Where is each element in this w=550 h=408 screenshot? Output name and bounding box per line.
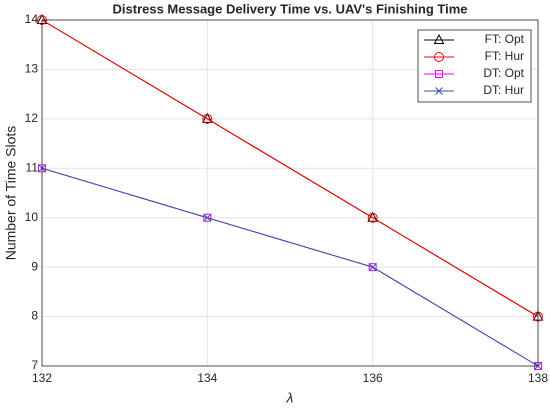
x-axis-label: λ xyxy=(286,390,294,406)
y-tick-label: 11 xyxy=(26,160,39,174)
x-tick-label: 136 xyxy=(363,371,383,385)
marker xyxy=(367,212,378,223)
legend-label: FT: Hur xyxy=(485,49,524,63)
legend-marker xyxy=(435,70,443,78)
legend-marker xyxy=(434,52,444,62)
marker xyxy=(368,263,377,272)
plot-frame xyxy=(41,19,539,367)
y-tick-label: 8 xyxy=(31,309,38,323)
legend-marker xyxy=(433,33,445,44)
marker xyxy=(202,112,213,123)
y-tick-label: 13 xyxy=(25,62,39,76)
y-tick-label: 9 xyxy=(31,259,38,273)
legend: FT: Opt FT: Hur DT: Opt DT: Hur xyxy=(417,29,532,103)
y-tick-label: 14 xyxy=(25,12,39,26)
y-tick-label: 12 xyxy=(25,111,39,125)
series-line xyxy=(41,167,539,367)
marker xyxy=(367,211,378,222)
y-axis-label: Number of Time Slots xyxy=(3,126,19,261)
x-tick-label: 134 xyxy=(197,371,217,385)
marker xyxy=(202,113,213,124)
y-tick-label: 7 xyxy=(31,358,38,372)
legend-label: DT: Hur xyxy=(483,83,524,97)
legend-marker xyxy=(435,87,443,95)
marker xyxy=(203,213,212,222)
y-tick-label: 10 xyxy=(25,210,39,224)
legend-label: FT: Opt xyxy=(485,32,525,46)
x-tick-label: 138 xyxy=(528,371,548,385)
chart-title: Distress Message Delivery Time vs. UAV's… xyxy=(113,1,468,16)
marker xyxy=(368,263,377,271)
x-tick-label: 132 xyxy=(32,371,52,385)
legend-label: DT: Opt xyxy=(483,66,524,80)
series-line xyxy=(41,19,539,318)
legend-box xyxy=(417,29,532,103)
marker xyxy=(203,213,212,222)
plot xyxy=(36,13,544,370)
